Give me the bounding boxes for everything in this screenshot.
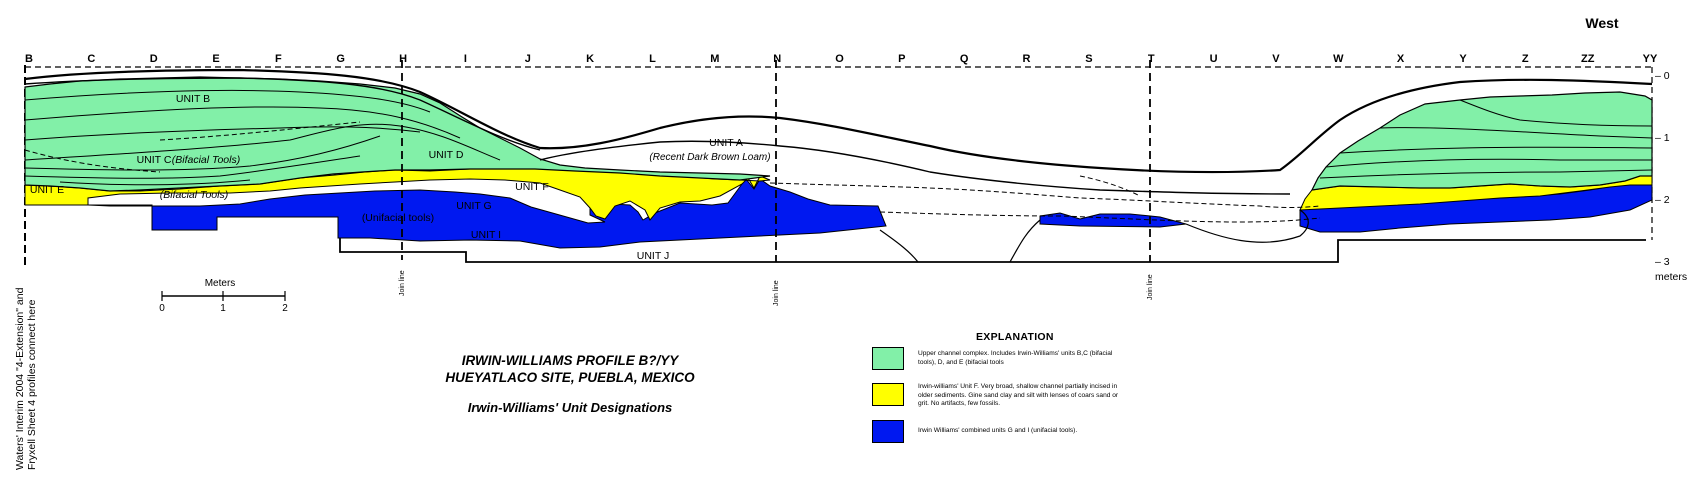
note-line-1: Waters' Interim 2004 "4-Extension" and — [14, 287, 26, 470]
scale-bar: Meters 0 1 2 — [159, 278, 288, 314]
station-label: W — [1333, 53, 1344, 65]
station-label: ZZ — [1581, 53, 1595, 65]
survey-frame — [25, 66, 1653, 240]
station-label: Q — [960, 53, 969, 65]
depth-tick-label: – 2 — [1655, 194, 1670, 206]
bedding-lines-right — [1319, 99, 1653, 179]
station-label: YY — [1643, 53, 1658, 65]
unit-d-label: UNIT D — [429, 149, 464, 161]
station-label: D — [150, 53, 158, 65]
station-label: H — [399, 53, 407, 65]
title-block: IRWIN-WILLIAMS PROFILE B?/YY HUEYATLACO … — [390, 352, 750, 416]
unit-c-label: UNIT C — [137, 154, 172, 166]
unit-g-desc: (Unifacial tools) — [362, 212, 434, 224]
unit-j-label: UNIT J — [637, 250, 669, 262]
station-label: J — [525, 53, 531, 65]
station-label: G — [336, 53, 345, 65]
profile-connection-note: Waters' Interim 2004 "4-Extension" and F… — [14, 288, 38, 470]
unit-labels: UNIT B UNIT C (Bifacial Tools) UNIT D UN… — [30, 93, 771, 262]
station-label: N — [773, 53, 781, 65]
depth-tick-label: – 3 — [1655, 256, 1670, 268]
legend-swatch-yellow — [872, 383, 904, 406]
legend-swatch-blue — [872, 420, 904, 443]
depth-unit-label: meters — [1655, 271, 1687, 283]
title-line-2: HUEYATLACO SITE, PUEBLA, MEXICO — [445, 370, 695, 385]
legend-text-yellow: Irwin-williams' Unit F. Very broad, shal… — [918, 383, 1119, 407]
unit-e-label: UNIT E — [30, 184, 64, 196]
station-label: P — [898, 53, 905, 65]
title-line-1: IRWIN-WILLIAMS PROFILE B?/YY — [461, 353, 679, 368]
unit-e-desc: (Bifacial Tools) — [160, 189, 228, 201]
scale-bar-tick: 0 — [159, 303, 165, 314]
unit-b-label: UNIT B — [176, 93, 210, 105]
scale-bar-tick: 2 — [282, 303, 288, 314]
station-label: F — [275, 53, 282, 65]
station-label: X — [1397, 53, 1405, 65]
scale-bar-title: Meters — [205, 278, 236, 289]
bedding-lines-left — [24, 89, 501, 186]
station-label: B — [25, 53, 33, 65]
station-label: Y — [1459, 53, 1467, 65]
direction-label: West — [1585, 15, 1619, 31]
station-label: K — [586, 53, 594, 65]
unit-f-label: UNIT F — [515, 181, 549, 193]
unit-a-label: UNIT A — [709, 137, 743, 149]
station-label: L — [649, 53, 656, 65]
legend-swatch-green — [872, 347, 904, 370]
station-label: V — [1272, 53, 1280, 65]
scale-bar-tick: 1 — [220, 303, 226, 314]
unit-j-base-outline — [339, 230, 1646, 263]
depth-tick-label: – 0 — [1655, 70, 1670, 82]
note-line-2: Fryxell Sheet 4 profiles connect here — [26, 299, 38, 470]
station-label: M — [710, 53, 719, 65]
unit-a-desc: (Recent Dark Brown Loam) — [649, 152, 770, 163]
station-label: C — [87, 53, 95, 65]
unit-a-surface-lines — [24, 68, 1653, 263]
unit-c-desc: (Bifacial Tools) — [172, 154, 240, 166]
station-label: T — [1148, 53, 1155, 65]
join-line-label: Join line — [773, 280, 780, 306]
join-line-labels: Join line Join line Join line — [399, 270, 1154, 306]
station-label: I — [464, 53, 467, 65]
join-line-label: Join line — [399, 270, 406, 296]
join-line-label: Join line — [1147, 274, 1154, 300]
legend-text-blue: Irwin Williams' combined units G and I (… — [918, 427, 1078, 434]
depth-scale: – 0 – 1 – 2 – 3 meters — [1655, 70, 1687, 283]
station-label: Z — [1522, 53, 1529, 65]
legend-text-green: Upper channel complex. Includes Irwin-Wi… — [918, 350, 1113, 366]
unit-g-label: UNIT G — [456, 200, 491, 212]
explanation-heading: EXPLANATION — [976, 331, 1054, 343]
unit-f-yellow-left — [24, 168, 771, 221]
unit-g-i-blue-left — [87, 178, 887, 249]
station-label: U — [1210, 53, 1218, 65]
station-labels: B C D E F G H I J K L M N O P Q R S T U V W X Y Z ZZ YY — [25, 53, 1658, 65]
join-lines — [401, 60, 1151, 262]
depth-tick-label: – 1 — [1655, 132, 1670, 144]
unit-i-label: UNIT I — [471, 229, 501, 241]
station-label: R — [1023, 53, 1031, 65]
station-label: S — [1085, 53, 1092, 65]
unit-green-right — [1310, 91, 1653, 191]
station-label: E — [212, 53, 219, 65]
title-subtitle: Irwin-Williams' Unit Designations — [467, 400, 673, 415]
station-label: O — [835, 53, 844, 65]
